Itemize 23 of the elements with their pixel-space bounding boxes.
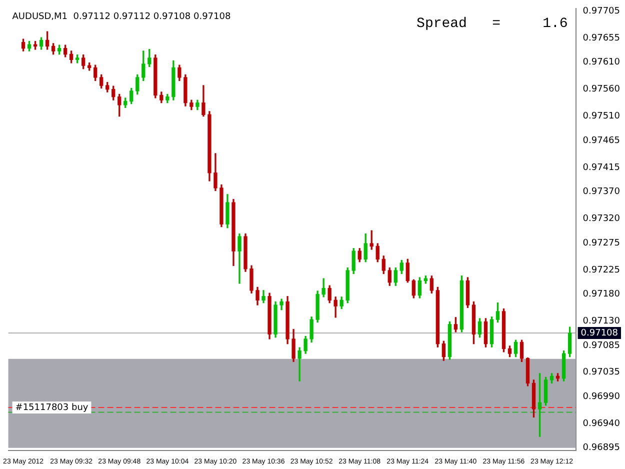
text: AUDUSD,M1 0.97112 0.97112 0.97108 0.97108 bbox=[12, 12, 231, 22]
y-tick-label: 0.97655 bbox=[582, 33, 620, 44]
y-tick-label: 0.96940 bbox=[582, 418, 620, 429]
y-tick-label: 0.97560 bbox=[582, 84, 620, 95]
y-tick-label: 0.97085 bbox=[582, 340, 620, 351]
candlestick bbox=[298, 347, 302, 382]
y-tick-label: 0.97370 bbox=[582, 187, 620, 198]
y-tick-label: 0.97415 bbox=[582, 162, 620, 173]
y-tick-label: 0.97465 bbox=[582, 136, 620, 146]
y-tick-label: 0.97320 bbox=[582, 214, 620, 224]
annotation: Spread = 1.6 bbox=[416, 16, 568, 32]
y-tick-label: 0.97275 bbox=[582, 238, 620, 248]
ref-line-label: #15117803 buy bbox=[15, 402, 89, 413]
ref-line-label: 0.97108 bbox=[580, 328, 618, 338]
y-tick-label: 0.97610 bbox=[582, 58, 620, 68]
y-tick-label: 0.97130 bbox=[582, 316, 620, 327]
y-tick-label: 0.97225 bbox=[582, 265, 620, 276]
y-tick-label: 0.96895 bbox=[582, 443, 620, 454]
y-tick-label: 0.97180 bbox=[582, 290, 620, 300]
y-tick-label: 0.97035 bbox=[582, 368, 620, 378]
y-tick-label: 0.96990 bbox=[582, 392, 620, 402]
y-tick-label: 0.97705 bbox=[582, 6, 620, 16]
y-tick-label: 0.97510 bbox=[582, 112, 620, 122]
